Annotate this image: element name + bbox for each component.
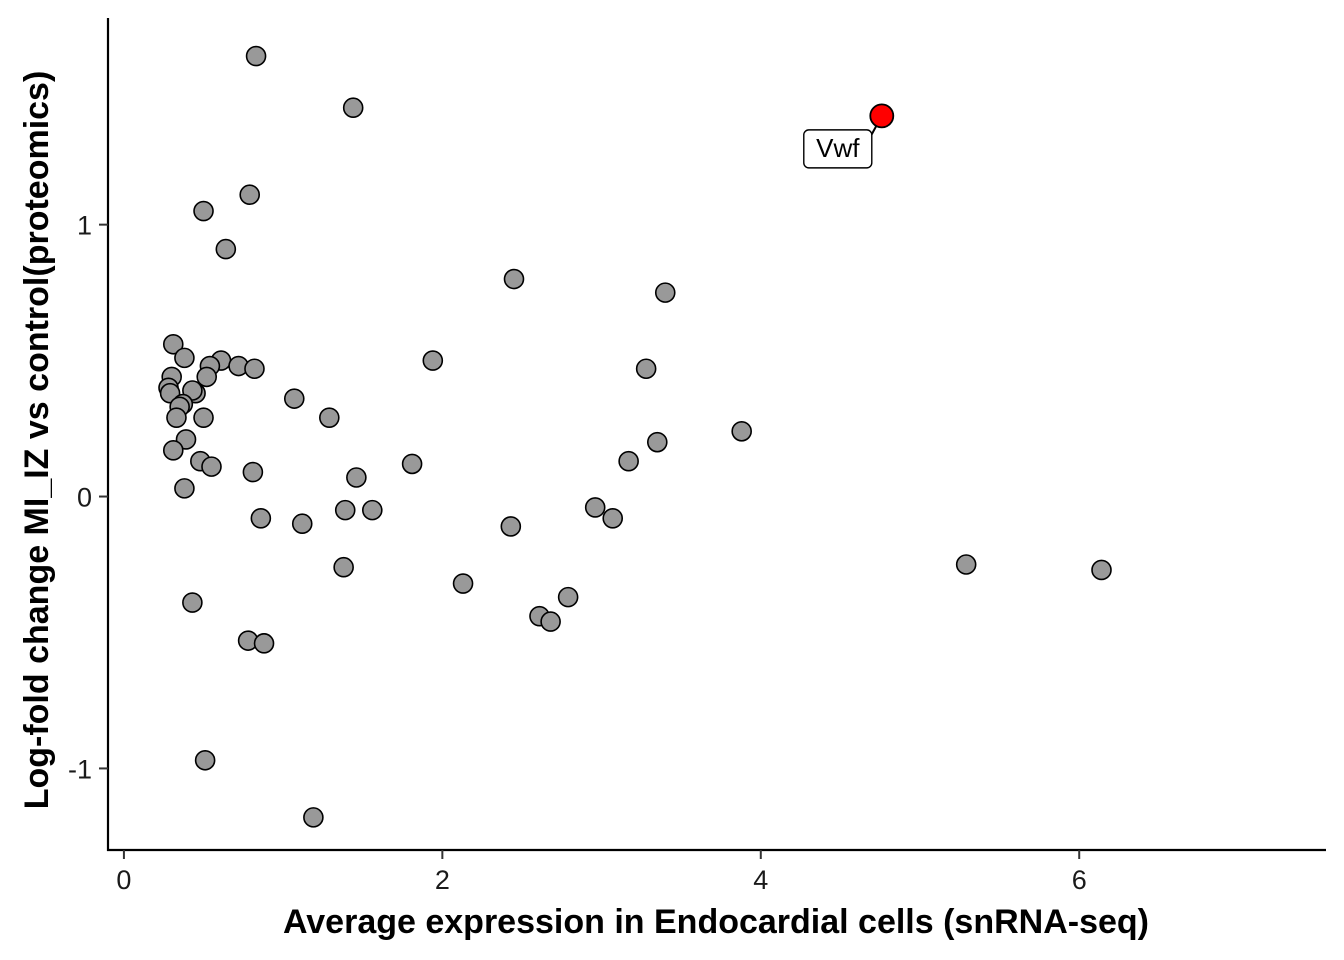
data-point bbox=[334, 499, 356, 521]
data-point bbox=[503, 268, 525, 290]
data-point bbox=[193, 407, 214, 428]
data-point bbox=[182, 592, 203, 613]
data-point bbox=[646, 431, 668, 453]
data-point bbox=[584, 497, 606, 518]
data-point bbox=[319, 407, 340, 428]
y-tick-label: -1 bbox=[68, 754, 92, 784]
data-point bbox=[303, 807, 324, 828]
data-point bbox=[333, 556, 354, 578]
y-tick-label: 0 bbox=[77, 483, 92, 513]
y-axis-title: Log-fold change MI_IZ vs control(proteom… bbox=[18, 71, 56, 810]
x-tick-label: 6 bbox=[1072, 865, 1087, 895]
data-point bbox=[215, 238, 237, 260]
data-point bbox=[955, 554, 977, 575]
data-point bbox=[162, 440, 184, 461]
x-tick-label: 4 bbox=[753, 865, 768, 895]
data-point bbox=[244, 358, 265, 380]
data-point bbox=[201, 456, 222, 477]
data-point bbox=[166, 407, 187, 428]
x-axis-title: Average expression in Endocardial cells … bbox=[283, 903, 1149, 941]
data-point bbox=[253, 633, 275, 654]
data-point bbox=[196, 366, 218, 388]
data-point bbox=[1091, 559, 1112, 581]
data-point bbox=[193, 200, 214, 222]
data-point bbox=[194, 749, 216, 771]
data-point bbox=[283, 388, 305, 409]
data-point bbox=[618, 450, 639, 472]
data-points bbox=[158, 45, 1112, 828]
x-tick-label: 0 bbox=[116, 865, 131, 895]
x-tick-label: 2 bbox=[435, 865, 450, 895]
x-axis-ticks: 0 2 4 6 bbox=[116, 850, 1087, 895]
data-point bbox=[654, 282, 676, 303]
data-point bbox=[540, 611, 561, 632]
data-point bbox=[245, 45, 267, 67]
highlighted-point bbox=[869, 103, 895, 129]
data-point bbox=[250, 507, 272, 529]
point-label-box bbox=[803, 129, 873, 169]
data-point bbox=[635, 358, 657, 380]
data-point bbox=[557, 586, 579, 608]
data-point bbox=[401, 453, 423, 475]
point-label: Vwf bbox=[816, 133, 860, 163]
data-point bbox=[291, 513, 313, 535]
data-point bbox=[361, 499, 383, 521]
data-point bbox=[346, 467, 367, 488]
data-point bbox=[422, 350, 444, 371]
data-point bbox=[452, 573, 474, 594]
highlighted-points: Vwf bbox=[803, 103, 895, 169]
data-point bbox=[174, 478, 195, 499]
y-tick-label: 1 bbox=[77, 211, 92, 241]
data-point bbox=[602, 507, 624, 529]
data-point bbox=[731, 420, 752, 442]
axis-lines bbox=[106, 18, 1326, 852]
data-point bbox=[239, 184, 261, 206]
data-point bbox=[174, 347, 195, 369]
data-point bbox=[242, 461, 264, 483]
data-point bbox=[500, 516, 522, 537]
data-point bbox=[342, 97, 364, 119]
y-axis-ticks: -1 0 1 bbox=[68, 211, 108, 784]
data-point bbox=[162, 333, 184, 355]
